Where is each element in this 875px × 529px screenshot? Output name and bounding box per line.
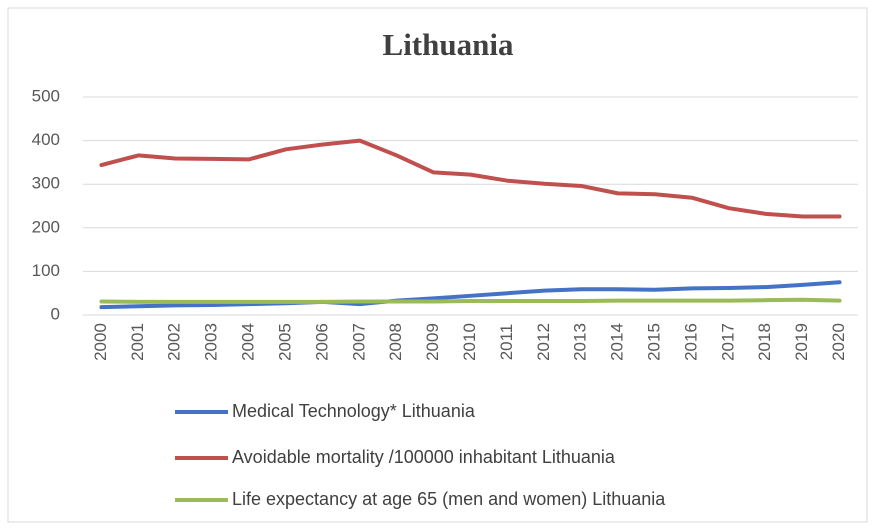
x-tick-label: 2017 xyxy=(718,323,737,361)
x-tick-label: 2012 xyxy=(534,323,553,361)
y-tick-label: 300 xyxy=(32,174,60,193)
x-tick-label: 2010 xyxy=(460,323,479,361)
y-tick-label: 100 xyxy=(32,261,60,280)
x-tick-label: 2006 xyxy=(312,323,331,361)
data-line xyxy=(99,297,842,304)
x-tick-label: 2018 xyxy=(755,323,774,361)
x-tick-label: 2011 xyxy=(497,324,516,361)
chart-title: Lithuania xyxy=(383,27,514,62)
x-tick-label: 2014 xyxy=(608,323,627,361)
x-tick-label: 2001 xyxy=(128,323,147,361)
x-tick-label: 2015 xyxy=(645,323,664,361)
y-tick-label: 0 xyxy=(51,304,60,323)
y-tick-label: 500 xyxy=(32,86,60,105)
x-tick-label: 2002 xyxy=(165,323,184,361)
data-line xyxy=(99,138,842,219)
x-tick-label: 2003 xyxy=(202,323,221,361)
chart-border xyxy=(7,7,868,523)
legend-label: Medical Technology* Lithuania xyxy=(232,401,476,421)
legend-label: Life expectancy at age 65 (men and women… xyxy=(232,489,666,509)
y-tick-label: 200 xyxy=(32,217,60,236)
x-tick-label: 2013 xyxy=(571,323,590,361)
x-tick-label: 2020 xyxy=(829,323,848,361)
x-tick-label: 2007 xyxy=(349,323,368,361)
y-tick-label: 400 xyxy=(32,130,60,149)
x-tick-label: 2004 xyxy=(239,323,258,361)
legend-label: Avoidable mortality /100000 inhabitant L… xyxy=(232,447,616,467)
x-tick-label: 2009 xyxy=(423,323,442,361)
x-tick-label: 2016 xyxy=(681,323,700,361)
data-line xyxy=(99,280,842,310)
x-tick-label: 2008 xyxy=(386,323,405,361)
x-tick-label: 2000 xyxy=(91,323,110,361)
x-tick-label: 2019 xyxy=(792,323,811,361)
x-tick-label: 2005 xyxy=(275,323,294,361)
